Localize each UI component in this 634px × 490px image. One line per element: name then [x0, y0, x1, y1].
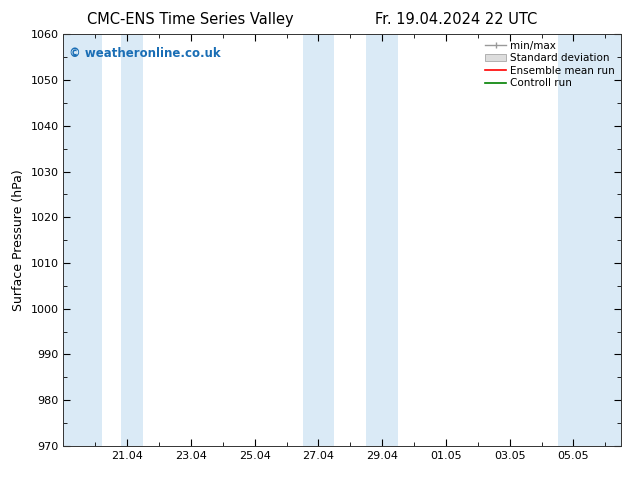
- Text: Fr. 19.04.2024 22 UTC: Fr. 19.04.2024 22 UTC: [375, 12, 538, 27]
- Legend: min/max, Standard deviation, Ensemble mean run, Controll run: min/max, Standard deviation, Ensemble me…: [481, 36, 619, 93]
- Text: CMC-ENS Time Series Valley: CMC-ENS Time Series Valley: [87, 12, 294, 27]
- Bar: [63, 34, 101, 446]
- Bar: [302, 34, 334, 446]
- Text: © weatheronline.co.uk: © weatheronline.co.uk: [69, 47, 221, 60]
- Bar: [121, 34, 143, 446]
- Bar: [557, 34, 621, 446]
- Bar: [366, 34, 398, 446]
- Y-axis label: Surface Pressure (hPa): Surface Pressure (hPa): [12, 169, 25, 311]
